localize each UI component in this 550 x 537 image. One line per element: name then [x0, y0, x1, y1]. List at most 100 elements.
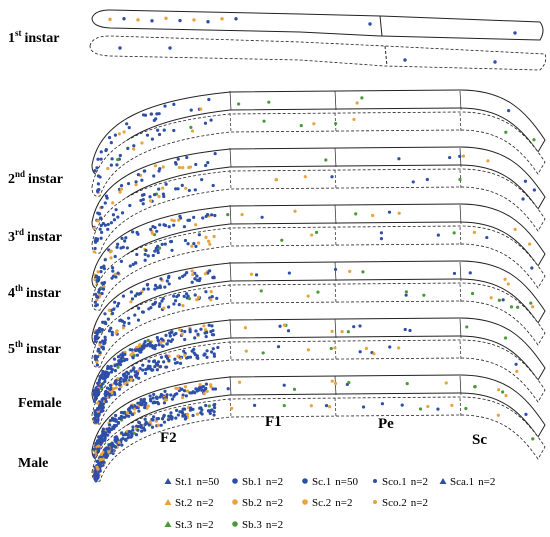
sensillum	[124, 437, 128, 442]
sensillum	[506, 282, 510, 286]
segment-divider	[459, 340, 462, 361]
sensillum	[169, 330, 174, 334]
sensillum	[96, 447, 100, 451]
sensillum	[147, 359, 151, 363]
sensillum	[108, 250, 112, 254]
sensillum	[122, 16, 126, 21]
sensillum	[185, 271, 189, 275]
antenna-outline	[91, 168, 546, 254]
sensillum	[98, 227, 102, 231]
sensillum	[116, 271, 120, 275]
sensillum	[521, 197, 525, 201]
sensillum	[167, 358, 171, 363]
sensillum	[102, 267, 107, 271]
sensillum	[153, 164, 158, 168]
sensillum	[503, 336, 508, 340]
sensillum	[212, 413, 216, 417]
segment-label: F2	[160, 430, 177, 446]
sensillum	[151, 415, 156, 419]
segment-divider	[334, 147, 337, 168]
sensillum	[175, 408, 179, 413]
sensillum	[139, 350, 143, 354]
sensillum	[191, 413, 195, 418]
sensillum	[124, 378, 128, 382]
sensillum	[104, 394, 108, 398]
sensillum	[404, 290, 408, 294]
sensillum	[93, 476, 97, 480]
sensillum	[103, 433, 107, 437]
sensillum	[170, 248, 174, 252]
sensillum	[177, 165, 182, 170]
sensillum	[163, 389, 167, 394]
sensillum	[145, 283, 149, 287]
sensillum	[98, 437, 102, 441]
legend-count: n=2	[266, 476, 283, 488]
sensillum	[101, 371, 105, 375]
legend-entry: Sco.2 n=2	[382, 497, 428, 509]
sensillum	[117, 440, 121, 444]
sensillum	[372, 352, 376, 356]
sensillum	[138, 291, 143, 295]
sensillum	[379, 236, 384, 241]
sensillum	[92, 389, 97, 393]
stage-label: 5th instar	[8, 339, 61, 357]
sensillum	[98, 404, 102, 408]
sensillum	[156, 363, 160, 367]
sensillum	[96, 381, 100, 385]
sensillum	[212, 276, 216, 280]
sensillum	[249, 272, 254, 276]
sensillum	[143, 339, 147, 344]
sensillum	[96, 188, 100, 192]
sensillum	[158, 284, 162, 288]
sensillum	[176, 413, 180, 417]
sensillum	[148, 397, 153, 401]
sensillum	[162, 360, 166, 364]
sensillum	[141, 368, 145, 372]
segment-divider	[334, 112, 337, 133]
sensillum	[513, 31, 517, 35]
sensillum	[98, 469, 102, 473]
sensillum	[211, 333, 216, 337]
sensillum	[184, 186, 188, 190]
sensillum	[123, 239, 127, 243]
sensillum	[162, 414, 166, 418]
sensillum	[99, 452, 104, 457]
sensillum	[138, 347, 142, 351]
sensillum	[204, 235, 208, 239]
sensillum	[111, 418, 115, 422]
sensillum	[515, 369, 519, 373]
sensillum	[116, 215, 120, 219]
sensillum	[133, 294, 138, 298]
sensillum	[95, 391, 99, 395]
sensillum	[286, 329, 291, 333]
segment-divider	[229, 340, 232, 361]
sensillum	[274, 178, 278, 182]
sensillum	[167, 414, 171, 418]
sensillum	[470, 291, 475, 296]
sensillum	[121, 411, 126, 415]
sensillum	[164, 16, 168, 20]
sensillum	[134, 180, 138, 184]
sensillum	[261, 351, 265, 355]
segment-divider	[229, 283, 232, 304]
sensillum	[176, 386, 180, 391]
sensillum	[98, 375, 102, 379]
segment-divider	[334, 204, 337, 225]
sensillum	[209, 298, 213, 302]
sensillum	[172, 294, 176, 298]
stage-word: instar	[26, 342, 61, 357]
stage-word: Male	[18, 456, 48, 471]
sensillum	[206, 20, 210, 24]
sensillum	[100, 205, 104, 209]
sensillum	[190, 280, 194, 284]
sensillum	[513, 227, 517, 231]
sensillum	[330, 379, 334, 383]
sensillum	[113, 381, 117, 385]
sensillum	[196, 241, 201, 245]
stage-suffix: st	[15, 28, 22, 38]
segment-divider	[334, 318, 337, 339]
sensillum	[100, 345, 104, 349]
sensillum	[151, 253, 155, 258]
sensillum	[126, 436, 130, 440]
sensillum	[113, 369, 117, 373]
